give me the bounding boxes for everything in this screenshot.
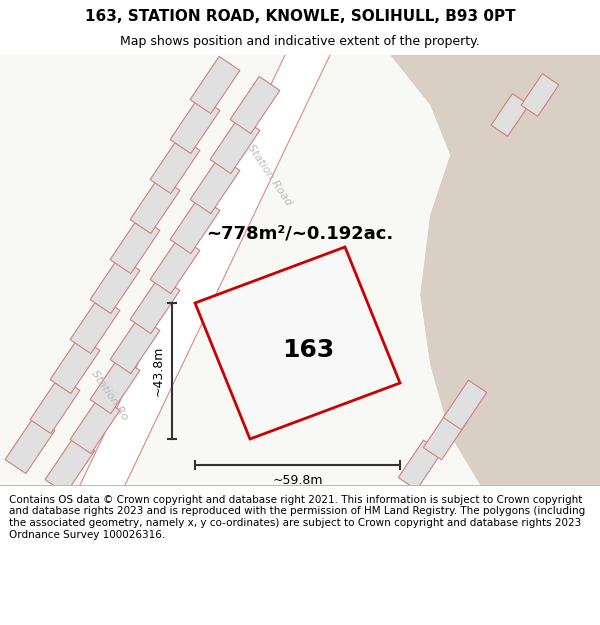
Polygon shape [70,396,120,454]
Polygon shape [30,376,80,434]
Polygon shape [70,296,120,354]
Polygon shape [170,96,220,154]
Polygon shape [230,76,280,134]
Polygon shape [190,56,240,114]
Polygon shape [50,336,100,394]
Text: 163, STATION ROAD, KNOWLE, SOLIHULL, B93 0PT: 163, STATION ROAD, KNOWLE, SOLIHULL, B93… [85,9,515,24]
Text: Map shows position and indicative extent of the property.: Map shows position and indicative extent… [120,35,480,48]
Polygon shape [110,316,160,374]
Polygon shape [210,116,260,174]
Text: ~43.8m: ~43.8m [151,346,164,396]
Text: ~59.8m: ~59.8m [272,474,323,486]
Polygon shape [90,356,140,414]
Polygon shape [130,276,180,334]
Text: Station Road: Station Road [246,142,294,208]
Polygon shape [130,176,180,234]
Polygon shape [195,247,400,439]
Polygon shape [90,256,140,314]
Polygon shape [170,196,220,254]
Polygon shape [423,410,467,460]
Polygon shape [5,416,55,474]
Polygon shape [45,436,95,494]
Text: Station Ro: Station Ro [90,368,130,422]
Polygon shape [398,440,442,490]
Text: Contains OS data © Crown copyright and database right 2021. This information is : Contains OS data © Crown copyright and d… [9,495,585,539]
Polygon shape [190,156,240,214]
Text: ~778m²/~0.192ac.: ~778m²/~0.192ac. [206,224,394,242]
Polygon shape [80,55,330,485]
Polygon shape [443,380,487,430]
Text: 163: 163 [282,338,334,362]
Polygon shape [521,74,559,116]
Polygon shape [150,136,200,194]
Polygon shape [491,94,529,136]
Polygon shape [110,216,160,274]
Polygon shape [390,55,600,485]
Polygon shape [150,236,200,294]
Polygon shape [0,55,480,485]
